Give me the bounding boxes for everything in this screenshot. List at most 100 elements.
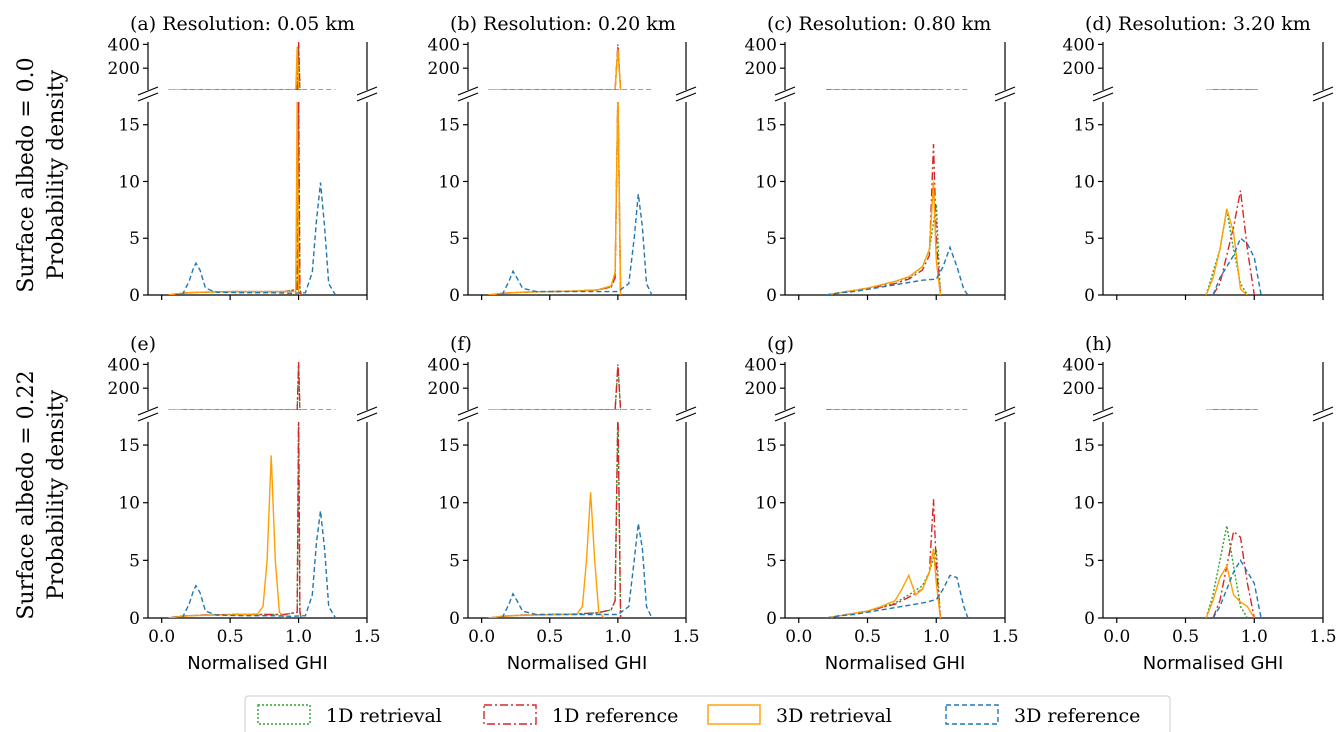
axis-break-mark: [774, 86, 796, 96]
y-tick-label: 400: [745, 355, 777, 375]
y-tick-label: 0: [1084, 286, 1095, 306]
series-line-upper: [488, 44, 622, 90]
axis-break-mark: [774, 412, 796, 422]
axis-break-mark: [1312, 406, 1334, 416]
x-tick-label: 0.5: [854, 627, 881, 647]
series-line-lower: [168, 102, 302, 295]
row-label-bottom-albedo: Surface albedo = 0.22: [14, 370, 39, 619]
axis-break-mark: [675, 406, 697, 416]
series-line-lower: [826, 574, 969, 618]
x-axis-label: Normalised GHI: [187, 653, 328, 674]
row-labels: Surface albedo = 0.0 Probability density…: [14, 57, 69, 619]
y-tick-label: 400: [1063, 355, 1095, 375]
axis-break-mark: [356, 86, 378, 96]
legend: 1D retrieval 1D reference 3D retrieval 3D r…: [244, 695, 1171, 732]
series-line-lower: [501, 193, 653, 295]
series-line-upper: [488, 46, 622, 90]
axis-break-mark: [994, 92, 1016, 102]
x-tick-label: 1.5: [991, 627, 1018, 647]
series-line-lower: [168, 102, 301, 295]
panel-title: (b) Resolution: 0.20 km: [450, 13, 676, 35]
series-line-lower: [488, 102, 622, 295]
axis-break-mark: [457, 406, 479, 416]
y-tick-label: 5: [129, 551, 140, 571]
series-line-lower: [1205, 208, 1248, 295]
y-tick-label: 200: [1063, 59, 1095, 79]
y-tick-label: 400: [428, 35, 460, 55]
panel-title: (c) Resolution: 0.80 km: [767, 13, 991, 35]
y-tick-label: 200: [745, 379, 777, 399]
axis-break-mark: [1092, 86, 1114, 96]
axis-break-mark: [774, 406, 796, 416]
series-line-upper: [168, 42, 302, 90]
y-tick-label: 10: [1073, 172, 1095, 192]
y-tick-label: 10: [755, 172, 777, 192]
panel-title: (h): [1085, 333, 1112, 355]
panel-title: (a) Resolution: 0.05 km: [130, 13, 355, 35]
axis-break-mark: [1312, 412, 1334, 422]
axis-break-mark: [994, 406, 1016, 416]
series-line-lower: [826, 181, 942, 295]
panel-title: (f): [450, 333, 472, 355]
axis-break-mark: [994, 412, 1016, 422]
axis-break-mark: [675, 412, 697, 422]
panel-d: (d) Resolution: 3.20 km 0 5 10 15 200 400: [1063, 13, 1334, 306]
y-tick-label: 10: [118, 172, 140, 192]
y-tick-label: 15: [118, 436, 140, 456]
x-tick-label: 1.0: [285, 627, 312, 647]
legend-swatch: [257, 704, 311, 725]
x-tick-label: 0.0: [148, 627, 175, 647]
y-tick-label: 15: [755, 436, 777, 456]
y-tick-label: 400: [428, 355, 460, 375]
axis-break-mark: [137, 412, 159, 422]
series-line-lower: [168, 102, 302, 295]
series-line-lower: [488, 422, 622, 618]
series-line-lower: [488, 102, 622, 295]
axis-break-mark: [1092, 412, 1114, 422]
y-tick-label: 400: [745, 35, 777, 55]
series-line-lower: [826, 499, 942, 618]
x-tick-label: 0.5: [217, 627, 244, 647]
series-line-lower: [826, 548, 942, 618]
x-axis-label: Normalised GHI: [507, 653, 648, 674]
y-tick-label: 10: [438, 494, 460, 514]
y-tick-label: 5: [1084, 229, 1095, 249]
y-tick-label: 5: [766, 229, 777, 249]
x-tick-label: 1.5: [353, 627, 380, 647]
x-axis-label: Normalised GHI: [1143, 653, 1284, 674]
axis-break-mark: [457, 86, 479, 96]
legend-label: 1D retrieval: [326, 705, 442, 727]
y-tick-label: 0: [449, 286, 460, 306]
series-line-upper: [168, 362, 302, 410]
legend-swatch: [707, 704, 761, 725]
axis-break-mark: [1312, 92, 1334, 102]
panel-title: (e): [130, 333, 156, 355]
series-line-lower: [1205, 209, 1248, 295]
series-line-upper: [488, 49, 622, 90]
x-tick-label: 1.0: [923, 627, 950, 647]
axis-break-mark: [137, 92, 159, 102]
y-tick-label: 15: [118, 116, 140, 136]
axis-break-mark: [994, 86, 1016, 96]
row-label-top-density: Probability density: [44, 69, 69, 280]
series-line-lower: [181, 510, 337, 618]
axis-break-mark: [356, 92, 378, 102]
panel-c: (c) Resolution: 0.80 km 0 5 10 15 200 400: [745, 13, 1016, 306]
series-line-lower: [181, 182, 337, 295]
panel-title: (d) Resolution: 3.20 km: [1085, 13, 1311, 35]
legend-label: 1D reference: [552, 705, 678, 727]
axis-break-mark: [1092, 92, 1114, 102]
y-tick-label: 400: [108, 35, 140, 55]
x-tick-label: 1.0: [604, 627, 631, 647]
series-line-lower: [1205, 564, 1255, 618]
panel-f: (f) 0 5 10 15 200 400 0.0 0.5 1.0 1.5 Normalised GH…: [428, 333, 700, 674]
axis-break-mark: [675, 92, 697, 102]
y-tick-label: 5: [449, 229, 460, 249]
series-line-lower: [826, 548, 942, 618]
x-tick-label: 1.0: [1241, 627, 1268, 647]
series-line-upper: [488, 366, 622, 410]
x-axis-label: Normalised GHI: [825, 653, 966, 674]
panel-a: (a) Resolution: 0.05 km 0 5 10 15 200 400: [108, 13, 378, 306]
